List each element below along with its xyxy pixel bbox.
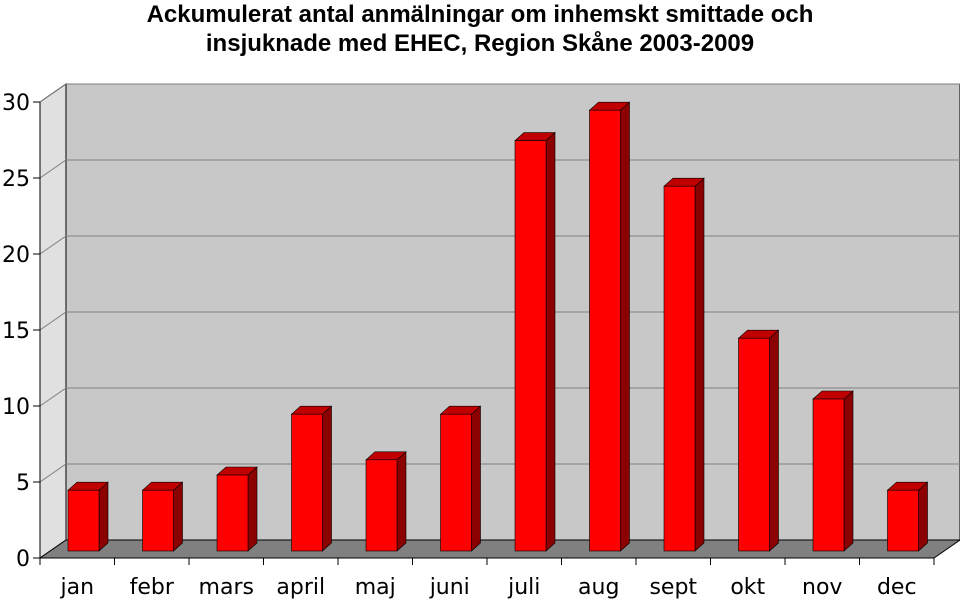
x-axis-tick-labels: jan febr mars april maj juni juli aug sept okt nov… <box>59 575 916 600</box>
bar-side <box>918 481 928 552</box>
bar-side <box>694 177 705 552</box>
bar <box>737 329 780 552</box>
x-tick-label: juni <box>429 575 470 600</box>
y-tick-label: 5 <box>16 471 30 496</box>
x-tick-label: nov <box>802 575 842 600</box>
bar-side <box>769 329 779 552</box>
x-tick-label: febr <box>130 575 175 600</box>
y-tick-label: 0 <box>16 547 30 572</box>
x-tick-label: aug <box>578 575 619 600</box>
bar-side <box>545 131 556 552</box>
y-tick-label: 10 <box>2 395 30 420</box>
gridline <box>39 311 960 331</box>
bar <box>812 390 854 552</box>
bar-front <box>291 413 323 552</box>
bar <box>514 131 556 552</box>
bar <box>216 466 258 552</box>
y-axis-tick-labels: 0 5 10 15 20 25 30 <box>2 91 30 572</box>
chart-title-line-2: insjuknade med EHEC, Region Skåne 2003-2… <box>205 30 755 57</box>
gridline <box>39 387 960 407</box>
bar-front <box>812 398 845 552</box>
bar-front <box>589 109 621 552</box>
gridline <box>39 235 960 255</box>
bar <box>439 405 482 552</box>
chart-axes <box>33 101 935 565</box>
x-tick-label: sept <box>649 575 697 600</box>
bar-front <box>514 140 547 552</box>
bar-side <box>173 481 183 552</box>
y-tick-label: 25 <box>2 167 30 192</box>
bar-front <box>67 489 100 552</box>
bar-front <box>365 459 398 552</box>
x-tick-label: april <box>276 575 325 600</box>
bar-front <box>142 489 174 552</box>
bar-side <box>843 390 854 552</box>
bar-side <box>471 405 481 552</box>
bar-side <box>322 405 332 552</box>
x-tick-label: maj <box>355 575 396 600</box>
gridline <box>39 463 960 483</box>
bar-front <box>738 337 770 552</box>
gridline <box>39 159 960 179</box>
bar <box>886 481 929 552</box>
y-tick-label: 20 <box>2 243 30 268</box>
chart-title-line-1: Ackumulerat antal anmälningar om inhemsk… <box>146 1 814 28</box>
bar-front <box>440 413 472 552</box>
bar-side <box>247 466 258 552</box>
bar-front <box>887 489 919 552</box>
x-tick-label: jan <box>59 575 94 600</box>
bar-side <box>620 101 630 552</box>
x-tick-label: dec <box>877 575 917 600</box>
gridline <box>39 83 960 103</box>
bar <box>67 481 109 552</box>
bar-front <box>216 474 249 552</box>
bar <box>290 405 333 552</box>
bar-series <box>67 101 929 552</box>
chart-title: Ackumulerat antal anmälningar om inhemsk… <box>0 0 960 58</box>
bar-side <box>98 481 109 552</box>
gridlines <box>39 83 960 483</box>
y-tick-label: 15 <box>2 319 30 344</box>
bar <box>141 481 184 552</box>
bar-front <box>663 185 696 552</box>
x-tick-label: mars <box>199 575 254 600</box>
x-tick-label: okt <box>730 575 765 600</box>
bar <box>588 101 631 552</box>
bar <box>663 177 705 552</box>
x-tick-label: juli <box>507 575 540 600</box>
bar-side <box>396 451 407 552</box>
y-tick-label: 30 <box>2 91 30 116</box>
bar <box>365 451 407 552</box>
